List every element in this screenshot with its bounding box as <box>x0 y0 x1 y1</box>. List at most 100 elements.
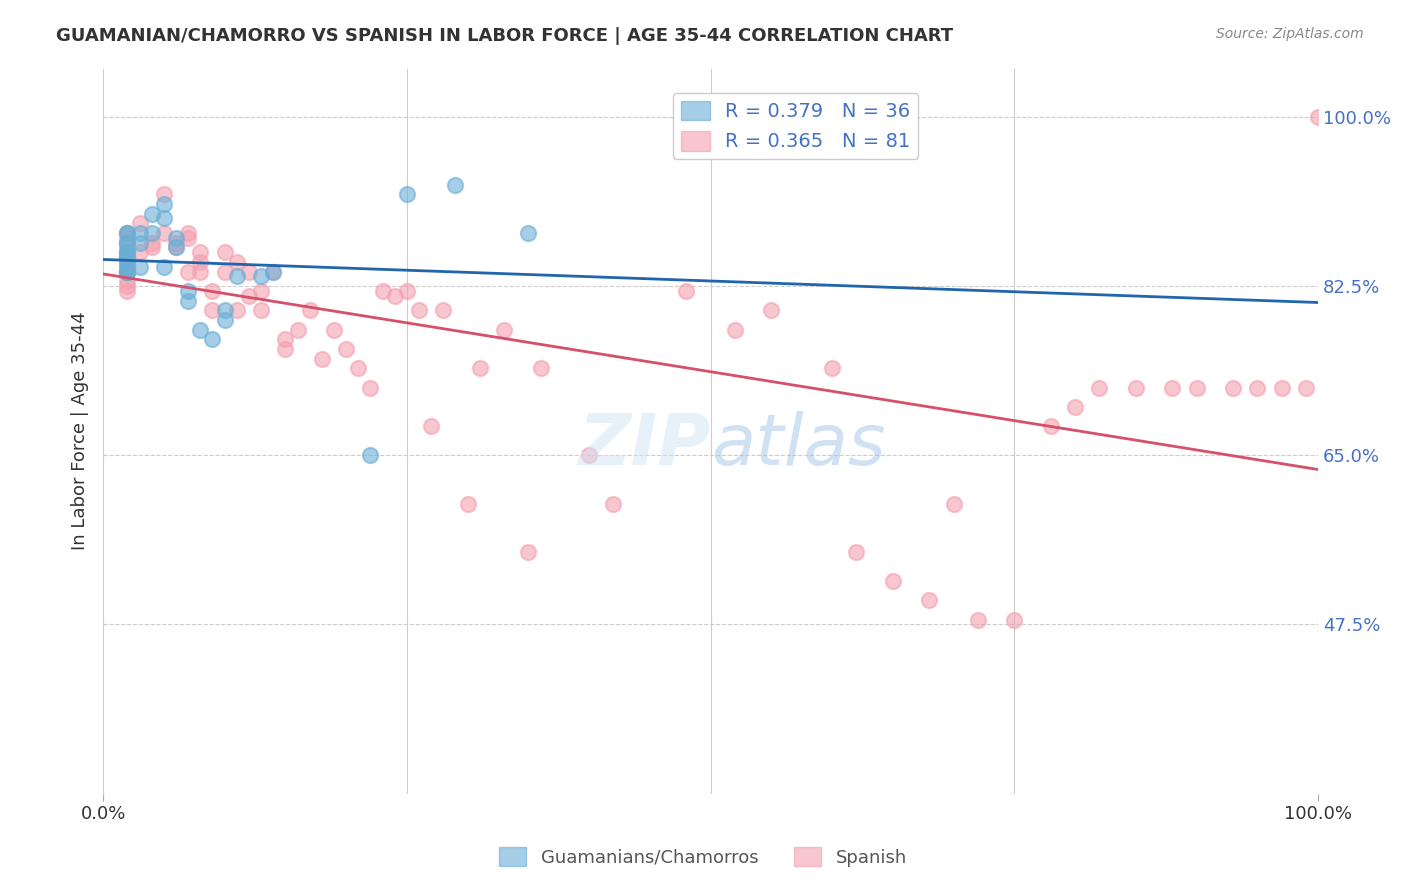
Spanish <box>153 226 176 240</box>
Text: Source: ZipAtlas.com: Source: ZipAtlas.com <box>1216 27 1364 41</box>
Spanish <box>201 284 224 298</box>
Spanish <box>250 284 273 298</box>
Spanish <box>117 264 139 278</box>
Guamanians/Chamorros <box>444 178 467 192</box>
Guamanians/Chamorros <box>117 260 139 274</box>
Spanish <box>225 255 247 269</box>
Guamanians/Chamorros <box>165 231 187 245</box>
Spanish <box>420 419 443 434</box>
Guamanians/Chamorros <box>177 293 200 308</box>
Spanish <box>117 284 139 298</box>
Guamanians/Chamorros <box>117 250 139 264</box>
Guamanians/Chamorros <box>188 322 211 336</box>
Spanish <box>675 284 697 298</box>
Spanish <box>942 497 965 511</box>
Guamanians/Chamorros <box>117 235 139 250</box>
Spanish <box>457 497 479 511</box>
Spanish <box>117 264 139 278</box>
Spanish <box>517 545 540 559</box>
Guamanians/Chamorros <box>201 332 224 346</box>
Legend: R = 0.379   N = 36, R = 0.365   N = 81: R = 0.379 N = 36, R = 0.365 N = 81 <box>673 93 918 159</box>
Guamanians/Chamorros <box>395 187 418 202</box>
Guamanians/Chamorros <box>117 264 139 278</box>
Spanish <box>408 303 430 318</box>
Spanish <box>724 322 747 336</box>
Spanish <box>384 289 406 303</box>
Spanish <box>311 351 333 366</box>
Spanish <box>117 226 139 240</box>
Spanish <box>335 342 357 356</box>
Spanish <box>1002 613 1025 627</box>
Spanish <box>967 613 990 627</box>
Spanish <box>250 303 273 318</box>
Spanish <box>1222 381 1244 395</box>
Spanish <box>188 264 211 278</box>
Guamanians/Chamorros <box>214 313 236 327</box>
Spanish <box>1308 110 1330 124</box>
Guamanians/Chamorros <box>117 245 139 260</box>
Spanish <box>494 322 516 336</box>
Spanish <box>117 250 139 264</box>
Spanish <box>395 284 418 298</box>
Guamanians/Chamorros <box>117 226 139 240</box>
Guamanians/Chamorros <box>128 226 150 240</box>
Guamanians/Chamorros <box>177 284 200 298</box>
Spanish <box>761 303 783 318</box>
Spanish <box>578 448 600 462</box>
Guamanians/Chamorros <box>117 226 139 240</box>
Spanish <box>188 255 211 269</box>
Spanish <box>1161 381 1184 395</box>
Spanish <box>918 593 941 607</box>
Spanish <box>882 574 904 588</box>
Spanish <box>165 235 187 250</box>
Spanish <box>359 381 381 395</box>
Spanish <box>188 245 211 260</box>
Spanish <box>1088 381 1111 395</box>
Spanish <box>141 240 163 254</box>
Spanish <box>177 264 200 278</box>
Spanish <box>468 361 491 376</box>
Spanish <box>201 303 224 318</box>
Spanish <box>432 303 454 318</box>
Spanish <box>262 264 284 278</box>
Guamanians/Chamorros <box>517 226 540 240</box>
Spanish <box>1125 381 1147 395</box>
Spanish <box>1039 419 1062 434</box>
Guamanians/Chamorros <box>153 211 176 226</box>
Spanish <box>371 284 394 298</box>
Spanish <box>298 303 321 318</box>
Spanish <box>177 226 200 240</box>
Spanish <box>225 303 247 318</box>
Guamanians/Chamorros <box>117 264 139 278</box>
Spanish <box>117 235 139 250</box>
Guamanians/Chamorros <box>117 255 139 269</box>
Spanish <box>274 332 297 346</box>
Spanish <box>141 235 163 250</box>
Guamanians/Chamorros <box>128 260 150 274</box>
Guamanians/Chamorros <box>141 226 163 240</box>
Spanish <box>1185 381 1208 395</box>
Guamanians/Chamorros <box>225 269 247 284</box>
Spanish <box>821 361 844 376</box>
Spanish <box>323 322 346 336</box>
Spanish <box>238 264 260 278</box>
Y-axis label: In Labor Force | Age 35-44: In Labor Force | Age 35-44 <box>72 312 89 550</box>
Spanish <box>1246 381 1268 395</box>
Spanish <box>214 264 236 278</box>
Guamanians/Chamorros <box>117 250 139 264</box>
Guamanians/Chamorros <box>262 264 284 278</box>
Spanish <box>274 342 297 356</box>
Spanish <box>117 231 139 245</box>
Guamanians/Chamorros <box>359 448 381 462</box>
Spanish <box>117 240 139 254</box>
Spanish <box>529 361 551 376</box>
Guamanians/Chamorros <box>117 245 139 260</box>
Spanish <box>602 497 624 511</box>
Spanish <box>1064 400 1087 414</box>
Guamanians/Chamorros <box>141 206 163 220</box>
Guamanians/Chamorros <box>165 240 187 254</box>
Spanish <box>117 274 139 288</box>
Guamanians/Chamorros <box>153 260 176 274</box>
Spanish <box>238 289 260 303</box>
Guamanians/Chamorros <box>250 269 273 284</box>
